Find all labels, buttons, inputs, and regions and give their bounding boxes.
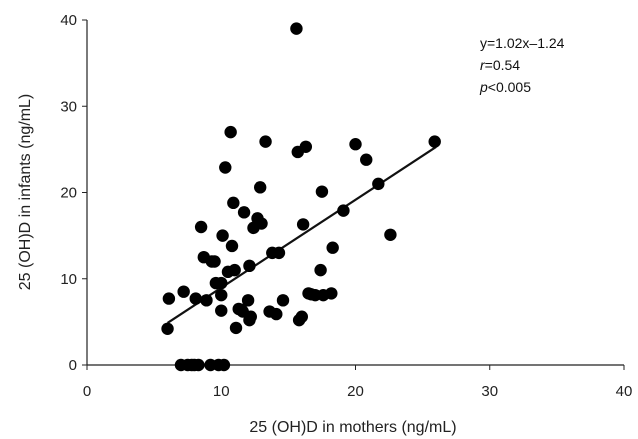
x-tick-label: 20 [347, 383, 364, 400]
data-point [189, 292, 202, 305]
data-point [295, 310, 308, 323]
data-point [314, 263, 327, 277]
data-point [372, 177, 385, 191]
x-axis-title: 25 (OH)D in mothers (ng/mL) [249, 419, 456, 436]
data-point [255, 217, 268, 230]
data-point [225, 239, 239, 253]
data-point [215, 304, 228, 317]
data-point [215, 288, 228, 302]
regression-equation: y=1.02x–1.24 [480, 35, 565, 51]
x-tick-label: 10 [213, 383, 230, 400]
data-point [227, 196, 240, 210]
x-tick-label: 40 [616, 383, 633, 400]
data-point [177, 285, 190, 298]
data-point [253, 181, 267, 194]
data-point [360, 153, 373, 166]
data-point [315, 185, 329, 198]
data-point [192, 358, 205, 372]
data-point [162, 292, 176, 305]
data-point [224, 125, 237, 139]
data-point [384, 228, 397, 241]
data-point [161, 322, 174, 335]
regression-line [166, 146, 437, 324]
x-tick-label: 0 [83, 383, 91, 400]
data-point [299, 140, 313, 153]
data-point [200, 294, 213, 307]
data-point [237, 206, 251, 219]
data-point [219, 161, 232, 174]
r-symbol: r [480, 57, 486, 73]
data-point [215, 276, 228, 290]
regression-annotation: y=1.02x–1.24 r=0.54 p<0.005 [479, 35, 565, 95]
data-point [228, 263, 241, 277]
data-point [243, 259, 256, 273]
correlation-text: r=0.54 [480, 57, 520, 73]
y-axis-title: 25 (OH)D in infants (ng/mL) [17, 94, 34, 291]
data-point [272, 246, 286, 260]
data-point [337, 204, 350, 217]
data-point [259, 135, 272, 148]
data-point [194, 220, 208, 234]
y-tick-label: 20 [60, 185, 77, 202]
data-point [216, 229, 229, 242]
y-tick-label: 30 [60, 98, 77, 115]
data-point [270, 307, 283, 321]
ticks: 0 10 20 30 40 0 10 20 30 40 [60, 12, 632, 400]
r-value: =0.54 [485, 57, 521, 73]
data-point [349, 138, 362, 151]
data-point [325, 287, 338, 300]
data-points [161, 22, 441, 372]
data-point [326, 241, 339, 254]
x-tick-label: 30 [481, 383, 498, 400]
data-point [236, 305, 249, 318]
data-point [428, 135, 441, 148]
data-point [241, 294, 255, 307]
p-symbol: p [479, 79, 488, 95]
data-point [290, 22, 303, 35]
data-point [229, 321, 243, 335]
p-value-text: p<0.005 [479, 79, 531, 95]
data-point [296, 218, 310, 231]
data-point [276, 294, 290, 307]
y-tick-label: 0 [69, 357, 77, 374]
data-point [205, 255, 219, 268]
p-value: <0.005 [488, 79, 531, 95]
trendline-group [166, 146, 437, 324]
data-point [217, 358, 231, 372]
axes [86, 20, 624, 366]
y-tick-label: 10 [60, 271, 77, 288]
y-tick-label: 40 [60, 12, 77, 29]
